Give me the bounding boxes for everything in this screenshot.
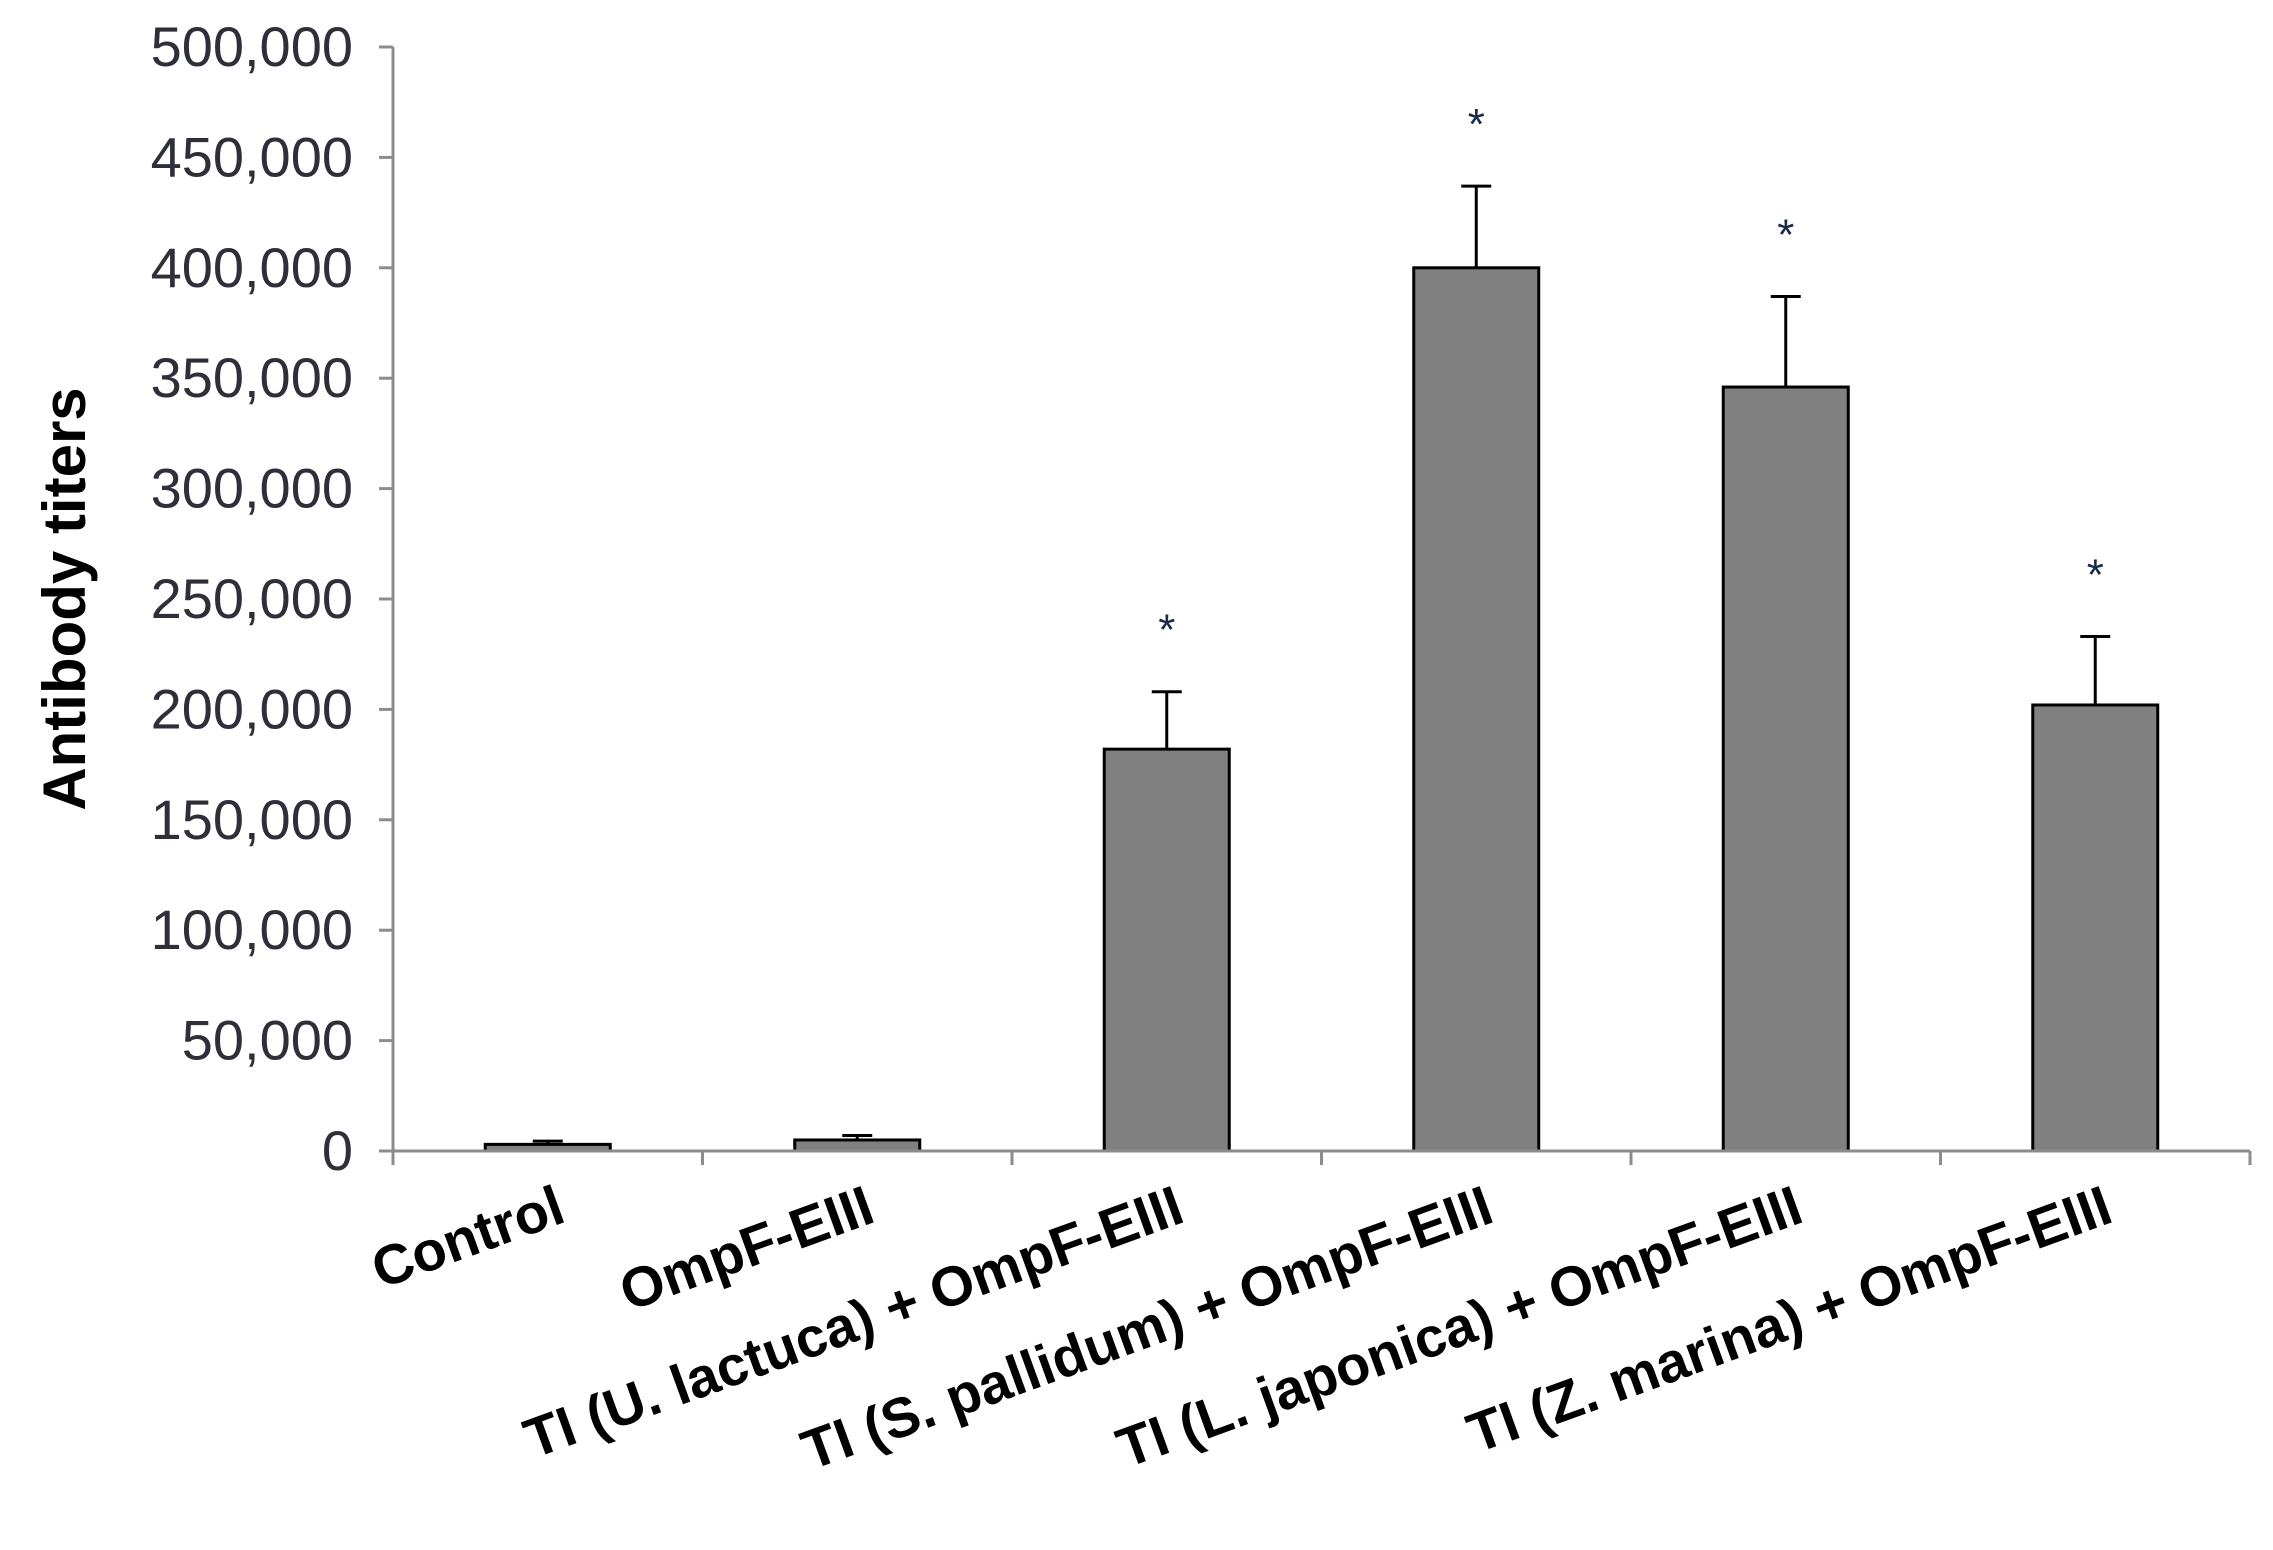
- bar: [2031, 703, 2160, 1153]
- bars-group: [483, 266, 2160, 1153]
- x-category-label: Control: [363, 1173, 572, 1300]
- bar: [1412, 266, 1541, 1153]
- y-axis-ticks: 0 50,000 100,000 150,000 200,000 250,000 300,0…: [151, 15, 393, 1182]
- bar: [1721, 385, 1850, 1153]
- significance-markers: * * * *: [1158, 100, 2104, 655]
- y-tick-label: 150,000: [151, 788, 353, 851]
- bar: [1102, 747, 1231, 1153]
- y-tick-label: 500,000: [151, 15, 353, 78]
- y-tick-label: 100,000: [151, 898, 353, 961]
- y-tick-label: 50,000: [182, 1009, 353, 1072]
- y-axis-title: Antibody titers: [31, 387, 98, 810]
- y-tick-label: 350,000: [151, 346, 353, 409]
- bar: [793, 1138, 922, 1153]
- y-tick-label: 300,000: [151, 457, 353, 520]
- y-tick-label: 0: [322, 1119, 353, 1182]
- significance-marker: *: [1468, 100, 1485, 149]
- y-tick-label: 450,000: [151, 125, 353, 188]
- significance-marker: *: [2087, 551, 2104, 600]
- y-tick-label: 200,000: [151, 677, 353, 740]
- y-tick-label: 250,000: [151, 567, 353, 630]
- axes: [391, 47, 2252, 1165]
- y-tick-label: 400,000: [151, 236, 353, 299]
- significance-marker: *: [1158, 606, 1175, 655]
- significance-marker: *: [1777, 211, 1794, 260]
- error-bars-group: [532, 184, 2111, 1145]
